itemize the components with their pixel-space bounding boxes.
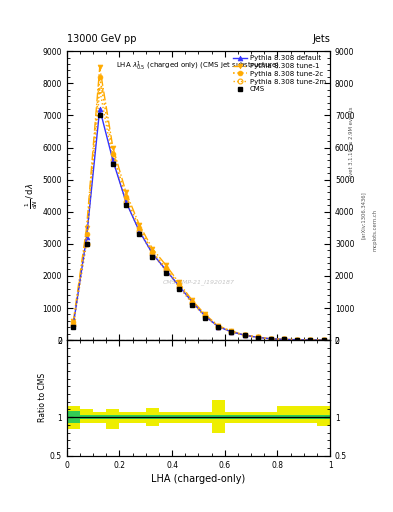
Pythia 8.308 default	[321, 337, 326, 343]
Text: 13000 GeV pp: 13000 GeV pp	[67, 33, 136, 44]
Pythia 8.308 tune-1	[255, 334, 260, 340]
Pythia 8.308 default	[163, 266, 168, 272]
Pythia 8.308 tune-2m	[150, 251, 155, 257]
Pythia 8.308 tune-2c	[268, 336, 273, 342]
Y-axis label: Ratio to CMS: Ratio to CMS	[38, 373, 47, 422]
Pythia 8.308 tune-2m	[308, 337, 313, 343]
Pythia 8.308 tune-1	[216, 323, 220, 329]
Pythia 8.308 tune-2m	[282, 336, 286, 343]
Pythia 8.308 tune-1	[163, 262, 168, 268]
Pythia 8.308 tune-1	[268, 335, 273, 342]
Pythia 8.308 tune-2m	[268, 336, 273, 342]
Pythia 8.308 tune-2c	[150, 249, 155, 255]
Pythia 8.308 tune-2c	[71, 319, 76, 326]
Text: CMS-SMP-21_I1920187: CMS-SMP-21_I1920187	[162, 280, 235, 285]
Pythia 8.308 tune-1	[282, 336, 286, 343]
Pythia 8.308 default	[97, 106, 102, 112]
Pythia 8.308 tune-2m	[255, 334, 260, 340]
Pythia 8.308 tune-2c	[295, 337, 299, 343]
Pythia 8.308 tune-2c	[242, 332, 247, 338]
Pythia 8.308 tune-2c	[308, 337, 313, 343]
Pythia 8.308 tune-1	[110, 144, 115, 151]
Pythia 8.308 tune-1	[308, 337, 313, 343]
Pythia 8.308 tune-2m	[137, 228, 141, 234]
Pythia 8.308 default	[71, 321, 76, 327]
Pythia 8.308 tune-2c	[110, 151, 115, 157]
Pythia 8.308 tune-1	[97, 64, 102, 70]
Y-axis label: $\frac{1}{\mathrm{d}N}\,/\,\mathrm{d}\lambda$: $\frac{1}{\mathrm{d}N}\,/\,\mathrm{d}\la…	[23, 183, 40, 209]
Pythia 8.308 tune-1	[321, 337, 326, 343]
Pythia 8.308 default	[282, 336, 286, 343]
Pythia 8.308 tune-2m	[84, 241, 89, 247]
Text: [arXiv:1306.3436]: [arXiv:1306.3436]	[361, 191, 366, 239]
Pythia 8.308 default	[84, 234, 89, 241]
Pythia 8.308 tune-2m	[216, 324, 220, 330]
Pythia 8.308 tune-2m	[242, 332, 247, 338]
Pythia 8.308 default	[216, 324, 220, 330]
Pythia 8.308 tune-1	[150, 246, 155, 252]
Legend: Pythia 8.308 default, Pythia 8.308 tune-1, Pythia 8.308 tune-2c, Pythia 8.308 tu: Pythia 8.308 default, Pythia 8.308 tune-…	[231, 53, 328, 94]
Pythia 8.308 default	[242, 332, 247, 338]
Text: Jets: Jets	[312, 33, 330, 44]
Pythia 8.308 tune-1	[71, 318, 76, 324]
Pythia 8.308 tune-2c	[176, 281, 181, 287]
Pythia 8.308 default	[268, 336, 273, 342]
Pythia 8.308 default	[150, 250, 155, 257]
Pythia 8.308 tune-2m	[124, 199, 129, 205]
Pythia 8.308 tune-2c	[321, 337, 326, 343]
Pythia 8.308 tune-2m	[189, 300, 194, 306]
Pythia 8.308 tune-2c	[203, 312, 208, 318]
Line: Pythia 8.308 tune-2c: Pythia 8.308 tune-2c	[71, 74, 326, 343]
Pythia 8.308 tune-2c	[189, 298, 194, 305]
Pythia 8.308 default	[110, 157, 115, 163]
Pythia 8.308 default	[295, 337, 299, 343]
Pythia 8.308 tune-2c	[216, 323, 220, 329]
Pythia 8.308 tune-2c	[255, 334, 260, 340]
Pythia 8.308 tune-2c	[84, 231, 89, 237]
Pythia 8.308 tune-1	[137, 222, 141, 228]
Pythia 8.308 default	[203, 313, 208, 319]
Pythia 8.308 tune-2c	[282, 336, 286, 343]
Line: Pythia 8.308 default: Pythia 8.308 default	[71, 106, 326, 343]
Pythia 8.308 tune-2c	[229, 328, 234, 334]
Pythia 8.308 tune-2c	[124, 194, 129, 200]
Pythia 8.308 default	[176, 283, 181, 289]
Pythia 8.308 tune-2m	[110, 157, 115, 163]
Pythia 8.308 tune-2m	[229, 329, 234, 335]
Pythia 8.308 tune-1	[189, 297, 194, 303]
Pythia 8.308 tune-1	[242, 332, 247, 338]
Pythia 8.308 default	[255, 334, 260, 340]
Pythia 8.308 tune-2m	[163, 267, 168, 273]
Line: Pythia 8.308 tune-2m: Pythia 8.308 tune-2m	[71, 87, 326, 343]
Pythia 8.308 tune-1	[203, 311, 208, 317]
Text: mcplots.cern.ch: mcplots.cern.ch	[373, 209, 378, 251]
Pythia 8.308 tune-1	[84, 225, 89, 231]
Pythia 8.308 tune-2c	[163, 265, 168, 271]
Pythia 8.308 default	[229, 329, 234, 335]
Pythia 8.308 tune-1	[229, 328, 234, 334]
Pythia 8.308 tune-2m	[176, 284, 181, 290]
Text: LHA $\lambda^{1}_{0.5}$ (charged only) (CMS jet substructure): LHA $\lambda^{1}_{0.5}$ (charged only) (…	[116, 60, 281, 73]
Pythia 8.308 tune-2m	[71, 322, 76, 328]
X-axis label: LHA (charged-only): LHA (charged-only)	[151, 474, 246, 484]
Pythia 8.308 tune-1	[176, 279, 181, 285]
Pythia 8.308 default	[124, 199, 129, 205]
Line: Pythia 8.308 tune-1: Pythia 8.308 tune-1	[71, 65, 326, 343]
Pythia 8.308 tune-2m	[321, 337, 326, 343]
Text: Rivet 3.1.10, ≥ 2.9M events: Rivet 3.1.10, ≥ 2.9M events	[349, 106, 354, 180]
Pythia 8.308 default	[308, 337, 313, 343]
Pythia 8.308 default	[137, 228, 141, 234]
Pythia 8.308 default	[189, 298, 194, 305]
Pythia 8.308 tune-2m	[203, 313, 208, 319]
Pythia 8.308 tune-1	[124, 189, 129, 196]
Pythia 8.308 tune-2m	[97, 87, 102, 93]
Pythia 8.308 tune-2c	[137, 225, 141, 231]
Pythia 8.308 tune-2c	[97, 74, 102, 80]
Pythia 8.308 tune-2m	[295, 337, 299, 343]
Pythia 8.308 tune-1	[295, 337, 299, 343]
